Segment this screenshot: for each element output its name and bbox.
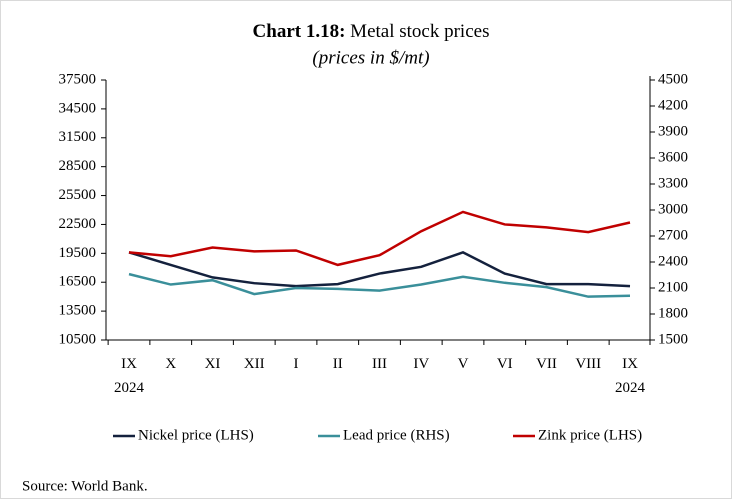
y2-tick-label: 1800	[658, 305, 688, 321]
y2-tick-label: 2700	[658, 227, 688, 243]
x-tick-label: IV	[413, 356, 430, 372]
x-tick-label: I	[293, 356, 299, 372]
y-tick-label: 22500	[59, 216, 97, 232]
legend-label: Zink price (LHS)	[538, 427, 642, 443]
y-tick-label: 19500	[59, 245, 97, 261]
series-line	[128, 210, 631, 267]
legend-label: Lead price (RHS)	[343, 427, 450, 443]
y2-tick-label: 2400	[658, 253, 688, 269]
y-tick-label: 16500	[59, 274, 97, 290]
y-tick-label: 34500	[59, 100, 97, 116]
x-tick-label: VIII	[575, 356, 602, 372]
y-tick-label: 25500	[59, 187, 97, 203]
x-tick-label: V	[457, 356, 469, 372]
x-tick-label: XII	[243, 356, 265, 372]
series-line	[128, 251, 631, 288]
y-tick-label: 13500	[59, 303, 97, 319]
x-tick-label: IX 2024	[615, 356, 645, 396]
legend-label: Nickel price (LHS)	[138, 427, 254, 443]
y2-tick-label: 4500	[658, 71, 688, 87]
y-tick-label: 37500	[59, 71, 97, 87]
source: Source: World Bank.	[22, 478, 148, 494]
series-line	[128, 272, 631, 298]
title-number: Chart 1.18:	[253, 21, 346, 42]
x-tick-label: II	[332, 356, 343, 372]
y2-tick-label: 3000	[658, 201, 688, 217]
y-tick-label: 10500	[59, 331, 97, 347]
x-tick-label: VI	[496, 356, 513, 372]
x-tick-label: IX 2024	[114, 356, 144, 396]
chart-title: Chart 1.18: Metal stock prices	[253, 21, 490, 42]
x-tick-label: VII	[536, 356, 557, 372]
y2-tick-label: 3300	[658, 175, 688, 191]
x-tick-label: X	[165, 356, 177, 372]
chart-subtitle: (prices in $/mt)	[312, 47, 429, 68]
y2-tick-label: 2100	[658, 279, 688, 295]
y-tick-label: 28500	[59, 158, 97, 174]
y2-tick-label: 3600	[658, 149, 688, 165]
y2-tick-label: 1500	[658, 331, 688, 347]
y-tick-label: 31500	[59, 129, 97, 145]
y2-tick-label: 3900	[658, 123, 688, 139]
x-tick-label: XI	[204, 356, 221, 372]
title-text: Metal stock prices	[350, 21, 489, 42]
y2-tick-label: 4200	[658, 97, 688, 113]
x-tick-label: III	[372, 356, 387, 372]
